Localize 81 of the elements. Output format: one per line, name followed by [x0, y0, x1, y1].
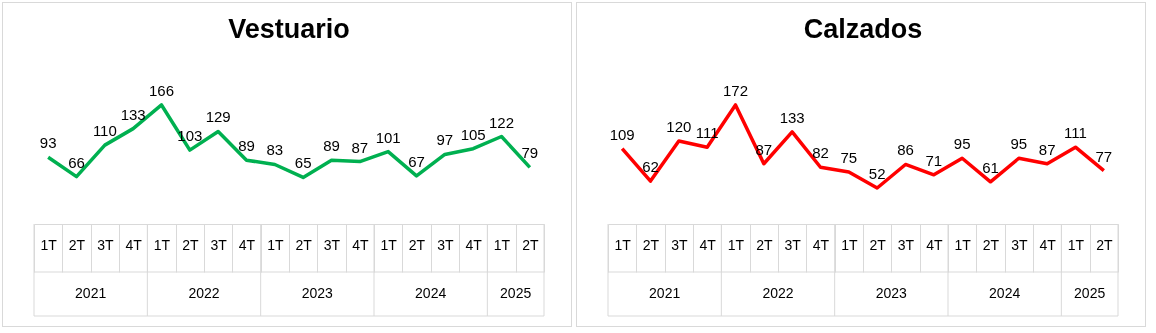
x-tick-label: 4T [926, 236, 943, 253]
x-tick-label: 2T [408, 236, 426, 253]
data-label: 166 [148, 81, 175, 99]
x-tick-label: 1T [1067, 236, 1085, 253]
x-tick-label: 2T [869, 236, 887, 253]
data-label: 122 [488, 113, 515, 131]
x-tick-label: 1T [380, 236, 398, 253]
text: 2024 [989, 285, 1021, 301]
text: 2023 [301, 285, 334, 301]
x-tick-label: 3T [210, 236, 228, 253]
data-label: 101 [375, 128, 401, 146]
data-label: 133 [779, 108, 805, 126]
data-label: 105 [460, 125, 486, 143]
data-label: 61 [982, 158, 999, 176]
x-tick-label: 2T [295, 236, 313, 253]
x-tick-label: 2T [756, 236, 773, 253]
x-tick-label: 3T [1011, 236, 1028, 253]
x-tick-label: 4T [352, 236, 369, 253]
x-tick-label: 3T [671, 236, 688, 253]
text: 2023 [875, 285, 908, 301]
x-tick-label: 1T [841, 236, 858, 253]
chart-title: Vestuario [228, 13, 350, 44]
x-tick-label: 1T [954, 236, 972, 253]
x-tick-label: 1T [267, 236, 284, 253]
x-tick-label: 4T [465, 236, 483, 253]
x-tick-label: 1T [40, 236, 58, 253]
data-label: 87 [351, 138, 369, 156]
x-tick-label: 4T [238, 236, 256, 253]
text: 2025 [500, 285, 532, 301]
data-label: 52 [868, 165, 886, 183]
data-label: 109 [609, 125, 635, 143]
x-tick-label: 3T [323, 236, 341, 253]
text: 2025 [1074, 285, 1106, 301]
x-tick-label: 2T [68, 236, 86, 253]
data-label: 79 [521, 144, 539, 162]
data-label: 87 [1038, 140, 1056, 158]
x-tick-label: 2T [522, 236, 539, 253]
text: 2022 [762, 285, 794, 301]
x-tick-label: 4T [699, 236, 717, 253]
data-label: 66 [68, 153, 85, 171]
data-label: 93 [39, 134, 57, 152]
x-tick-label: 2T [982, 236, 1000, 253]
data-label: 82 [812, 144, 829, 162]
data-label: 77 [1095, 147, 1113, 165]
x-tick-label: 1T [153, 236, 171, 253]
x-tick-label: 2T [642, 236, 660, 253]
data-label: 129 [205, 108, 231, 126]
x-tick-label: 3T [97, 236, 114, 253]
data-label: 71 [925, 151, 943, 169]
x-tick-label: 3T [784, 236, 802, 253]
text: 2022 [188, 285, 220, 301]
data-label: 86 [897, 141, 914, 159]
data-label: 89 [238, 137, 255, 155]
data-label: 172 [722, 81, 749, 99]
data-label: 95 [1010, 135, 1028, 153]
text: 2021 [649, 285, 681, 301]
x-tick-label: 1T [727, 236, 745, 253]
data-label: 120 [666, 117, 692, 135]
data-label: 62 [642, 158, 659, 176]
data-label: 110 [92, 122, 117, 140]
text: 2021 [75, 285, 107, 301]
x-tick-label: 1T [493, 236, 511, 253]
x-tick-label: 2T [182, 236, 199, 253]
x-tick-label: 4T [125, 236, 143, 253]
x-tick-label: 1T [614, 236, 632, 253]
data-label: 133 [120, 105, 146, 123]
data-label: 89 [323, 137, 340, 155]
x-tick-label: 3T [437, 236, 454, 253]
data-label: 111 [1064, 124, 1087, 142]
x-tick-label: 4T [1039, 236, 1057, 253]
data-label: 67 [408, 152, 425, 170]
chart-title: Calzados [803, 13, 923, 44]
x-tick-label: 3T [897, 236, 915, 253]
text: 2024 [415, 285, 447, 301]
data-label: 83 [266, 141, 284, 159]
data-label: 65 [294, 154, 312, 172]
data-label: 97 [436, 131, 454, 149]
x-tick-label: 2T [1096, 236, 1113, 253]
x-tick-label: 4T [812, 236, 830, 253]
data-label: 75 [840, 149, 858, 167]
data-label: 95 [953, 135, 971, 153]
